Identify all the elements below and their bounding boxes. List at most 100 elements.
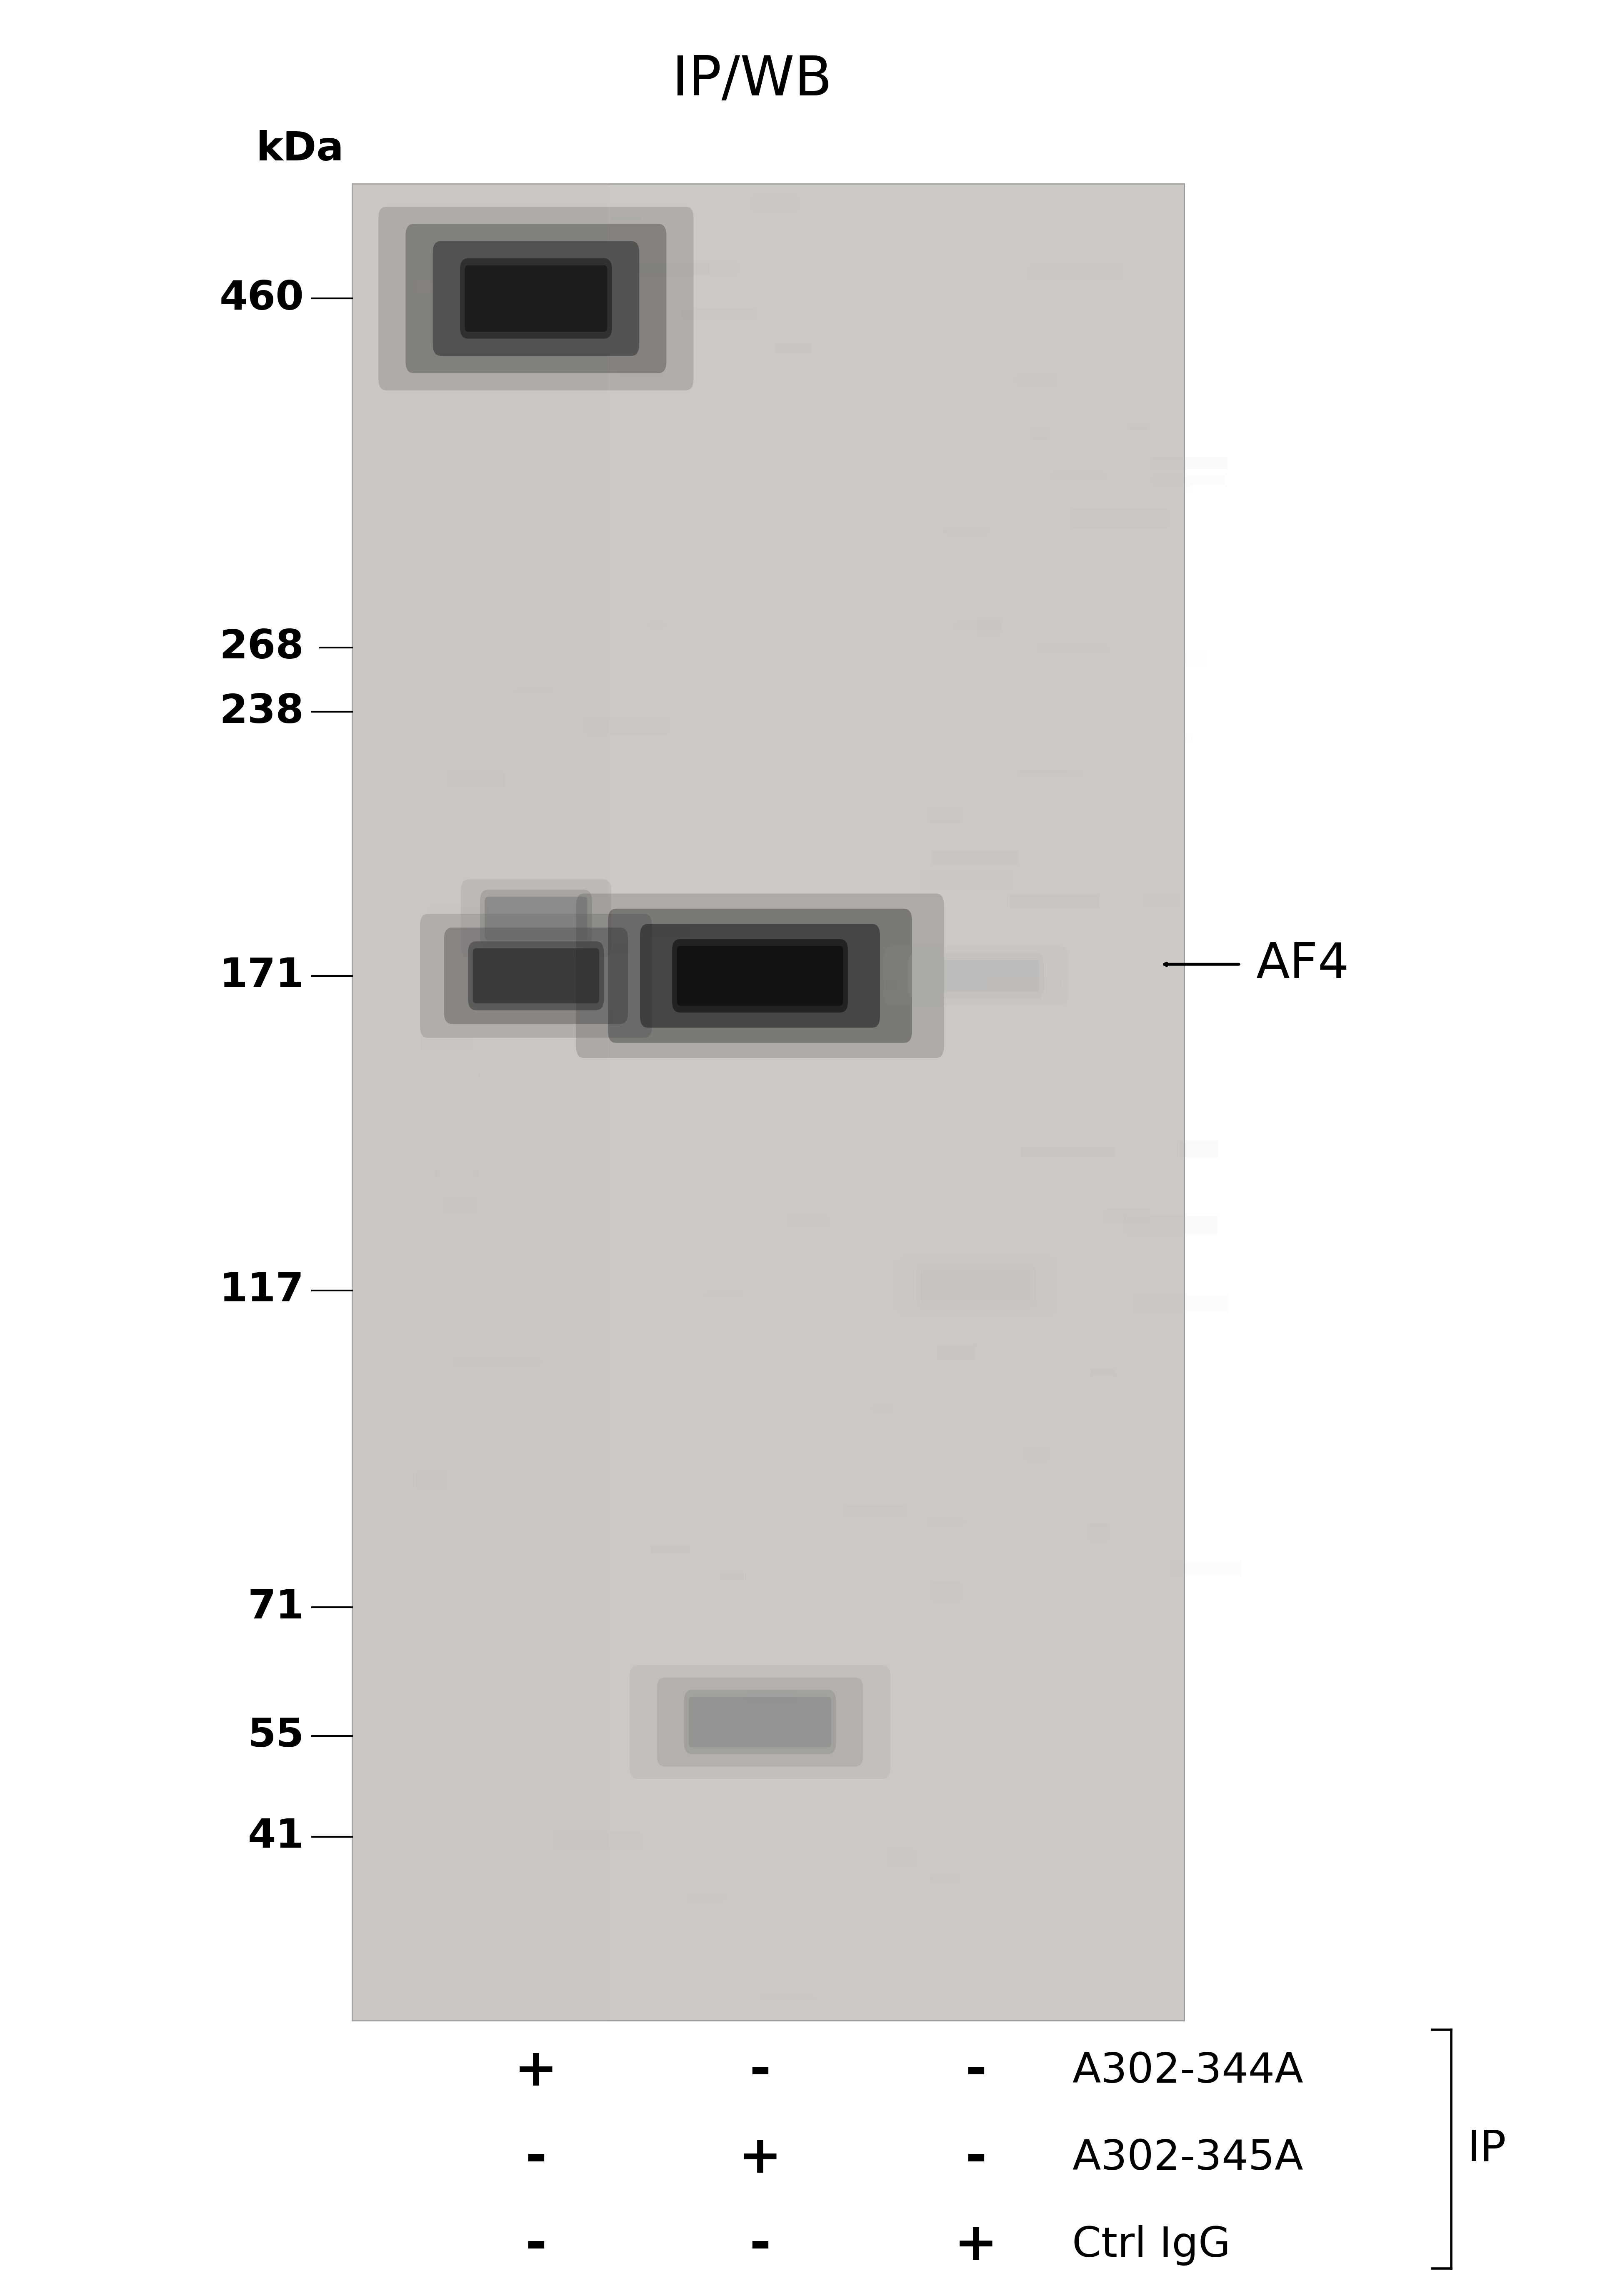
Bar	[421, 1033, 472, 1049]
Bar	[762, 1995, 816, 2000]
Bar	[1090, 1525, 1107, 1541]
Bar	[798, 1437, 878, 1451]
Bar	[658, 1515, 693, 1534]
Bar	[1146, 893, 1181, 907]
Bar	[477, 1070, 549, 1086]
Bar	[1091, 1368, 1115, 1375]
Bar	[586, 1008, 613, 1024]
FancyBboxPatch shape	[378, 207, 693, 390]
Bar	[515, 689, 554, 693]
FancyBboxPatch shape	[485, 898, 587, 941]
Bar	[928, 808, 962, 822]
Bar	[554, 1832, 642, 1851]
Bar	[352, 184, 608, 2020]
Bar	[1158, 484, 1192, 491]
Bar	[702, 563, 770, 579]
Bar	[1106, 1210, 1150, 1221]
Bar	[704, 1290, 744, 1295]
Text: -: -	[525, 2133, 547, 2183]
Bar	[1037, 645, 1107, 654]
Bar	[387, 365, 446, 383]
FancyBboxPatch shape	[461, 259, 611, 340]
Bar	[445, 1196, 477, 1215]
Bar	[746, 1692, 797, 1701]
FancyBboxPatch shape	[922, 1270, 1032, 1302]
FancyBboxPatch shape	[688, 1697, 832, 1747]
Bar	[720, 1573, 744, 1580]
Bar	[870, 1403, 891, 1412]
FancyBboxPatch shape	[885, 946, 1069, 1006]
Bar	[1014, 377, 1058, 386]
Bar	[1021, 1146, 1115, 1157]
Bar	[706, 1632, 766, 1639]
Bar	[928, 1518, 963, 1525]
Bar	[437, 1860, 509, 1867]
FancyBboxPatch shape	[576, 893, 944, 1058]
Text: AF4: AF4	[1256, 941, 1349, 987]
Bar	[843, 1506, 906, 1515]
Text: 268: 268	[219, 629, 304, 666]
Bar	[664, 262, 738, 273]
Bar	[1128, 425, 1147, 429]
Bar	[643, 925, 691, 937]
Bar	[1072, 510, 1168, 528]
FancyBboxPatch shape	[464, 266, 608, 333]
Bar	[446, 292, 541, 310]
Text: -: -	[965, 2133, 987, 2183]
FancyBboxPatch shape	[467, 941, 603, 1010]
Text: 238: 238	[219, 693, 304, 730]
Bar	[811, 980, 898, 990]
Bar	[378, 1942, 459, 1952]
Text: -: -	[965, 2046, 987, 2096]
FancyBboxPatch shape	[677, 946, 843, 1006]
Bar	[1010, 893, 1099, 907]
Text: 71: 71	[248, 1589, 304, 1626]
Bar	[611, 216, 642, 220]
Text: 171: 171	[219, 957, 304, 994]
Bar	[910, 1401, 939, 1417]
Text: 41: 41	[248, 1818, 304, 1855]
Text: -: -	[749, 2220, 771, 2271]
Bar	[731, 875, 770, 882]
Text: +: +	[954, 2220, 998, 2271]
Bar	[606, 1658, 643, 1669]
Bar	[618, 372, 666, 377]
Bar	[752, 1318, 826, 1327]
Text: 117: 117	[219, 1272, 304, 1309]
Bar	[957, 622, 1002, 629]
Bar	[1152, 457, 1227, 468]
Text: +: +	[738, 2133, 782, 2183]
Bar	[618, 452, 635, 468]
Bar	[352, 184, 1184, 2020]
Bar	[1173, 1561, 1242, 1575]
Bar	[1024, 1446, 1048, 1460]
Text: IP: IP	[1467, 2128, 1506, 2170]
FancyBboxPatch shape	[608, 909, 912, 1042]
Text: -: -	[525, 2220, 547, 2271]
Bar	[435, 1171, 478, 1178]
Bar	[446, 771, 504, 788]
Bar	[618, 264, 710, 276]
Text: Ctrl IgG: Ctrl IgG	[1072, 2225, 1230, 2266]
Bar	[808, 1231, 869, 1242]
Bar	[453, 1357, 542, 1366]
Bar	[386, 1272, 437, 1288]
Bar	[931, 1582, 962, 1600]
FancyBboxPatch shape	[672, 939, 848, 1013]
FancyBboxPatch shape	[629, 1665, 890, 1779]
Bar	[1125, 1217, 1218, 1233]
Text: A302-344A: A302-344A	[1072, 2050, 1302, 2092]
Bar	[789, 1215, 827, 1226]
Bar	[976, 618, 1002, 634]
Bar	[752, 195, 798, 211]
Bar	[602, 1483, 621, 1497]
Bar	[802, 831, 875, 850]
Bar	[501, 1332, 576, 1348]
FancyBboxPatch shape	[685, 1690, 835, 1754]
Bar	[584, 719, 667, 735]
Bar	[662, 285, 755, 294]
Bar	[680, 310, 755, 319]
Bar	[1018, 769, 1080, 776]
Bar	[731, 567, 763, 579]
Bar	[688, 1894, 725, 1901]
